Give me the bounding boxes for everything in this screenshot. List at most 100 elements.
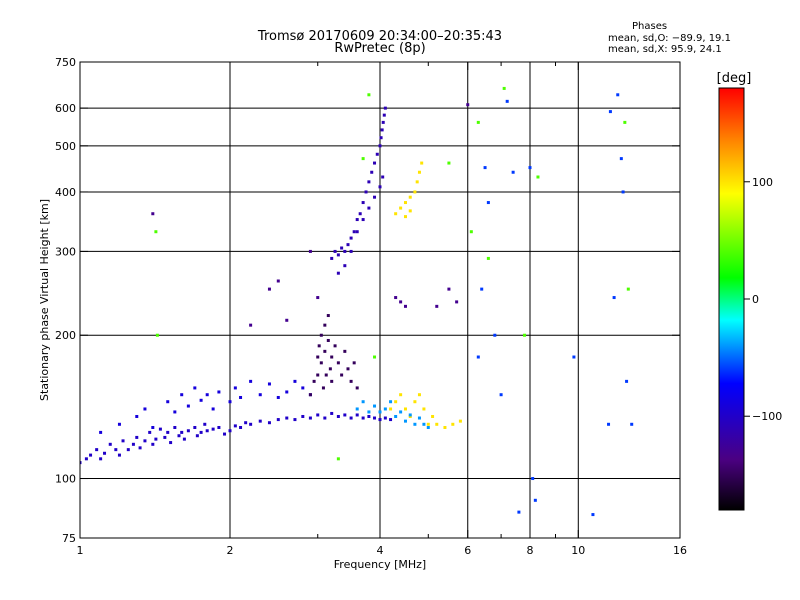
echo-point bbox=[166, 430, 170, 434]
echo-point bbox=[114, 448, 118, 452]
echo-point bbox=[148, 430, 152, 434]
echo-point bbox=[349, 379, 353, 383]
echo-point bbox=[625, 379, 629, 383]
x-axis-label: Frequency [MHz] bbox=[334, 558, 426, 571]
echo-point bbox=[403, 215, 407, 219]
y-tick-label: 600 bbox=[55, 102, 76, 115]
echo-point bbox=[403, 201, 407, 205]
echo-point bbox=[626, 287, 630, 291]
echo-point bbox=[417, 393, 421, 397]
echo-point bbox=[323, 416, 327, 420]
echo-point bbox=[330, 256, 334, 260]
echo-point bbox=[379, 136, 383, 140]
echo-point bbox=[173, 410, 177, 414]
echo-point bbox=[531, 477, 535, 481]
echo-point bbox=[630, 422, 634, 426]
echo-point bbox=[239, 395, 243, 399]
echo-point bbox=[403, 407, 407, 411]
echo-point bbox=[121, 439, 125, 443]
echo-point bbox=[389, 407, 393, 411]
echo-point bbox=[517, 510, 521, 514]
echo-point bbox=[373, 404, 377, 408]
echo-point bbox=[99, 430, 103, 434]
echo-point bbox=[84, 457, 88, 461]
echo-point bbox=[205, 393, 209, 397]
echo-point bbox=[343, 249, 347, 253]
echo-point bbox=[186, 429, 190, 433]
stats-o-mode: mean, sd,O: −89.9, 19.1 bbox=[608, 33, 731, 44]
chart-subtitle: RwPretec (8p) bbox=[334, 41, 425, 56]
echo-point bbox=[195, 434, 199, 438]
echo-point bbox=[361, 400, 365, 404]
echo-point bbox=[367, 414, 371, 418]
echo-point bbox=[619, 157, 623, 161]
echo-point bbox=[458, 419, 462, 423]
echo-point bbox=[502, 86, 506, 90]
echo-point bbox=[493, 333, 497, 337]
echo-point bbox=[126, 448, 130, 452]
echo-point bbox=[317, 344, 321, 348]
echo-point bbox=[89, 453, 93, 457]
colorbar-gradient bbox=[718, 87, 745, 511]
echo-point bbox=[476, 355, 480, 359]
echo-point bbox=[358, 212, 362, 216]
echo-point bbox=[355, 218, 359, 222]
echo-point bbox=[389, 418, 393, 422]
echo-point bbox=[95, 448, 99, 452]
plot-grid bbox=[80, 62, 680, 538]
echo-point bbox=[173, 425, 177, 429]
echo-point bbox=[389, 400, 393, 404]
echo-point bbox=[399, 393, 403, 397]
echo-point bbox=[486, 256, 490, 260]
echo-point bbox=[413, 190, 417, 194]
echo-point bbox=[151, 442, 155, 446]
echo-point bbox=[378, 185, 382, 189]
echo-point bbox=[205, 429, 209, 433]
echo-point bbox=[182, 437, 186, 441]
echo-point bbox=[316, 413, 320, 417]
echo-point bbox=[319, 361, 323, 365]
echo-point bbox=[378, 144, 382, 148]
echo-point bbox=[135, 435, 139, 439]
echo-point bbox=[367, 93, 371, 97]
echo-point bbox=[403, 304, 407, 308]
echo-point bbox=[103, 451, 107, 455]
echo-point bbox=[258, 393, 262, 397]
echo-point bbox=[426, 425, 430, 429]
echo-point bbox=[336, 271, 340, 275]
echo-point bbox=[336, 414, 340, 418]
echo-point bbox=[244, 421, 248, 425]
echo-point bbox=[417, 416, 421, 420]
echo-point bbox=[155, 333, 159, 337]
echo-point bbox=[177, 434, 181, 438]
echo-point bbox=[169, 441, 173, 445]
echo-point bbox=[276, 279, 280, 283]
echo-point bbox=[99, 457, 103, 461]
echo-point bbox=[355, 386, 359, 390]
echo-point bbox=[591, 513, 595, 517]
echo-point bbox=[249, 422, 253, 426]
echo-point bbox=[431, 414, 435, 418]
echo-point bbox=[193, 425, 197, 429]
echo-point bbox=[166, 400, 170, 404]
echo-point bbox=[382, 113, 386, 117]
colorbar-tick-label: 0 bbox=[752, 293, 759, 306]
echo-point bbox=[346, 367, 350, 371]
echo-point bbox=[435, 304, 439, 308]
x-tick-label: 10 bbox=[571, 544, 585, 557]
echo-point bbox=[217, 390, 221, 394]
echo-point bbox=[301, 386, 305, 390]
echo-point bbox=[349, 249, 353, 253]
echo-point bbox=[186, 404, 190, 408]
echo-point bbox=[293, 379, 297, 383]
echo-point bbox=[228, 400, 232, 404]
echo-point bbox=[621, 190, 625, 194]
echo-point bbox=[367, 180, 371, 184]
echo-point bbox=[154, 437, 158, 441]
echo-point bbox=[324, 373, 328, 377]
echo-point bbox=[373, 195, 377, 199]
echo-point bbox=[340, 246, 344, 250]
echo-point bbox=[203, 422, 207, 426]
echo-point bbox=[417, 170, 421, 174]
